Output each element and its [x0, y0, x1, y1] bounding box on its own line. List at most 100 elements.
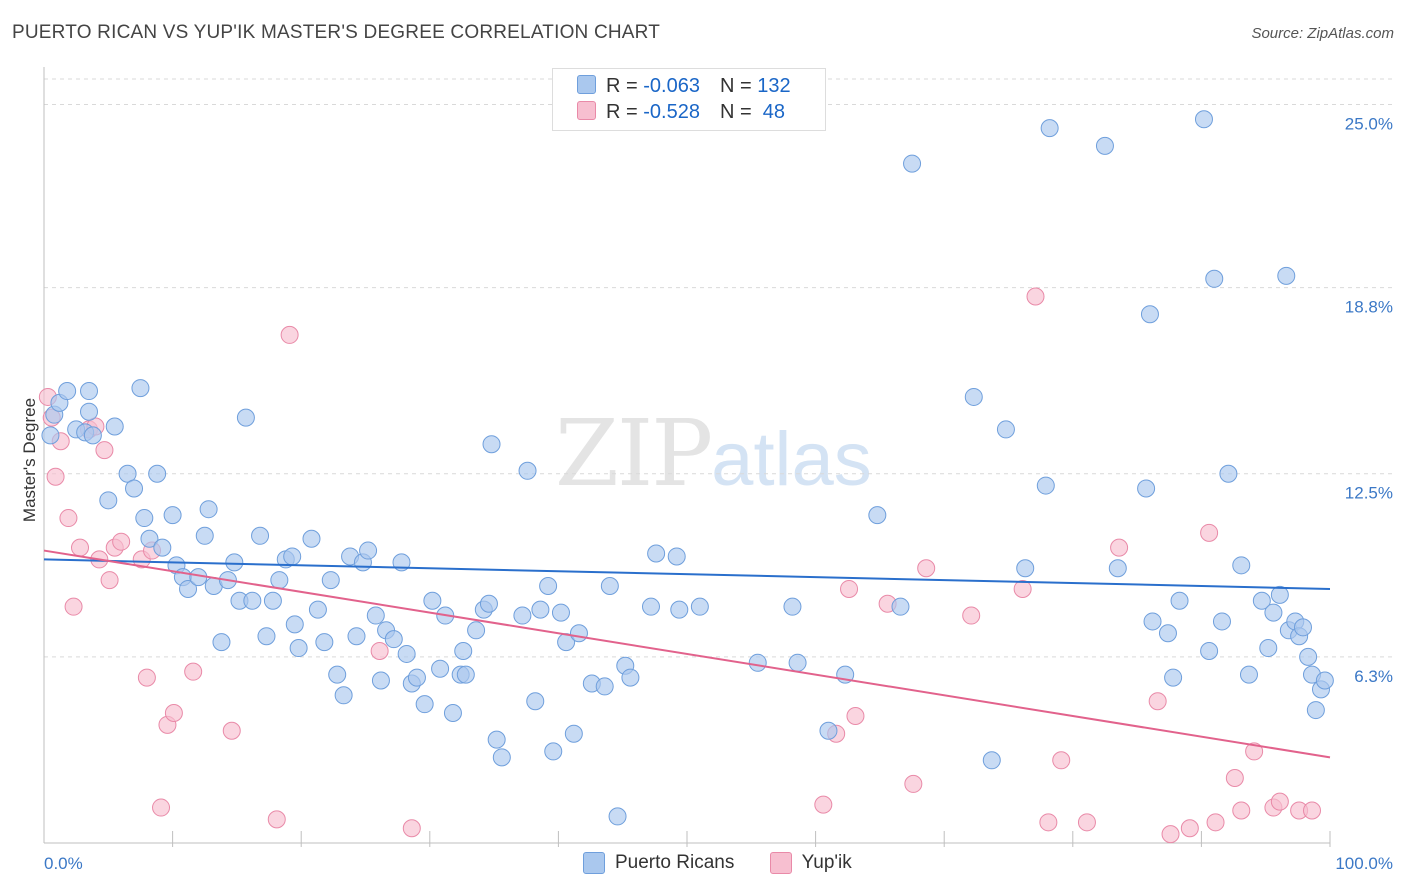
puerto-rican-point [41, 426, 60, 445]
puerto-rican-point [479, 594, 498, 613]
puerto-rican-point [531, 600, 550, 619]
puerto-rican-point [1158, 624, 1177, 643]
puerto-rican-point [690, 597, 709, 616]
watermark-zip: ZIP [555, 400, 713, 507]
yupik-point [1110, 538, 1129, 557]
y-tick-label: 12.5% [1345, 484, 1393, 503]
puerto-rican-trendline [43, 558, 1331, 590]
legend-r-label: R = [606, 75, 644, 97]
legend-r-label: R = [606, 101, 644, 123]
puerto-rican-point [526, 692, 545, 711]
yupik-point [267, 810, 286, 829]
watermark: ZIPatlas [555, 400, 872, 507]
yupik-point [962, 606, 981, 625]
puerto-rican-point [423, 591, 442, 610]
puerto-rican-point [359, 541, 378, 560]
puerto-rican-point [819, 721, 838, 740]
puerto-rican-point [868, 506, 887, 525]
y-tick-label: 18.8% [1345, 298, 1393, 317]
puerto-rican-point [569, 624, 588, 643]
puerto-rican-point [321, 571, 340, 590]
puerto-rican-point [243, 591, 262, 610]
puerto-rican-point [903, 154, 922, 173]
puerto-rican-point [263, 591, 282, 610]
yupik-point [222, 721, 241, 740]
puerto-rican-point [982, 751, 1001, 770]
puerto-rican-point [1212, 612, 1231, 631]
legend-n-label: N = [719, 75, 758, 97]
puerto-rican-point [1040, 119, 1059, 138]
puerto-rican-point [140, 529, 159, 548]
puerto-rican-point [80, 382, 99, 401]
puerto-rican-point [58, 382, 77, 401]
puerto-rican-point [105, 417, 124, 436]
puerto-rican-point [544, 742, 563, 761]
puerto-rican-point [99, 491, 118, 510]
legend-swatch-pink [769, 852, 792, 874]
puerto-rican-point [1205, 269, 1224, 288]
yupik-point [904, 774, 923, 793]
puerto-rican-point [1140, 305, 1159, 324]
puerto-rican-point [199, 500, 218, 519]
legend-r-value: -0.528 [643, 101, 700, 123]
puerto-rican-point [1264, 603, 1283, 622]
puerto-rican-point [131, 379, 150, 398]
puerto-rican-point [539, 577, 558, 595]
yupik-point [1200, 523, 1219, 542]
puerto-rican-point [163, 506, 182, 525]
puerto-rican-point [431, 659, 450, 678]
yupik-point [1225, 769, 1244, 788]
puerto-rican-point [83, 426, 102, 445]
puerto-rican-point [482, 435, 501, 454]
source-label: Source: ZipAtlas.com [1251, 25, 1394, 42]
watermark-atlas: atlas [711, 417, 872, 502]
x-tick-label: 100.0% [1335, 854, 1393, 873]
puerto-rican-point [371, 671, 390, 690]
puerto-rican-point [1252, 591, 1271, 610]
puerto-rican-point [1293, 618, 1312, 637]
yupik-point [402, 819, 421, 838]
legend-row-puerto-ricans: R = -0.063 N = 132 [577, 75, 791, 101]
yupik-point [1013, 579, 1032, 598]
puerto-rican-point [1277, 266, 1296, 285]
puerto-rican-point [270, 571, 289, 590]
puerto-rican-point [1270, 585, 1289, 604]
yupik-point [1026, 287, 1045, 306]
puerto-rican-point [964, 387, 983, 406]
legend-label-yupik: Yup'ik [801, 852, 852, 873]
puerto-rican-point [125, 479, 144, 498]
puerto-rican-point [748, 653, 767, 672]
puerto-rican-point [225, 553, 244, 572]
yupik-point [1270, 792, 1289, 811]
puerto-rican-point [1315, 671, 1334, 690]
yupik-point [112, 532, 131, 551]
puerto-rican-point [608, 807, 627, 826]
puerto-rican-point [195, 526, 214, 545]
puerto-rican-point [384, 630, 403, 649]
puerto-rican-point [397, 644, 416, 663]
puerto-rican-point [595, 677, 614, 696]
puerto-rican-point [1306, 701, 1325, 720]
yupik-point [1161, 825, 1180, 844]
puerto-rican-point [996, 420, 1015, 439]
puerto-rican-point [1200, 641, 1219, 660]
puerto-rican-point [513, 606, 532, 625]
puerto-rican-point [621, 668, 640, 687]
puerto-rican-point [1095, 136, 1114, 155]
puerto-rican-point [600, 577, 619, 595]
legend-swatch-pink [577, 101, 596, 120]
puerto-rican-point [1259, 639, 1278, 658]
yupik-point [1245, 742, 1264, 761]
puerto-rican-point [1239, 665, 1258, 684]
puerto-rican-point [467, 621, 486, 640]
yupik-point [59, 509, 78, 528]
puerto-rican-point [1137, 479, 1156, 498]
legend-swatch-blue [577, 75, 596, 94]
legend-item-puerto-ricans[interactable]: Puerto Ricans [583, 852, 734, 874]
legend-item-yupik[interactable]: Yup'ik [769, 852, 852, 874]
puerto-rican-point [179, 579, 198, 598]
yupik-point [1302, 801, 1321, 820]
yupik-point [1232, 801, 1251, 820]
yupik-point [71, 538, 90, 557]
